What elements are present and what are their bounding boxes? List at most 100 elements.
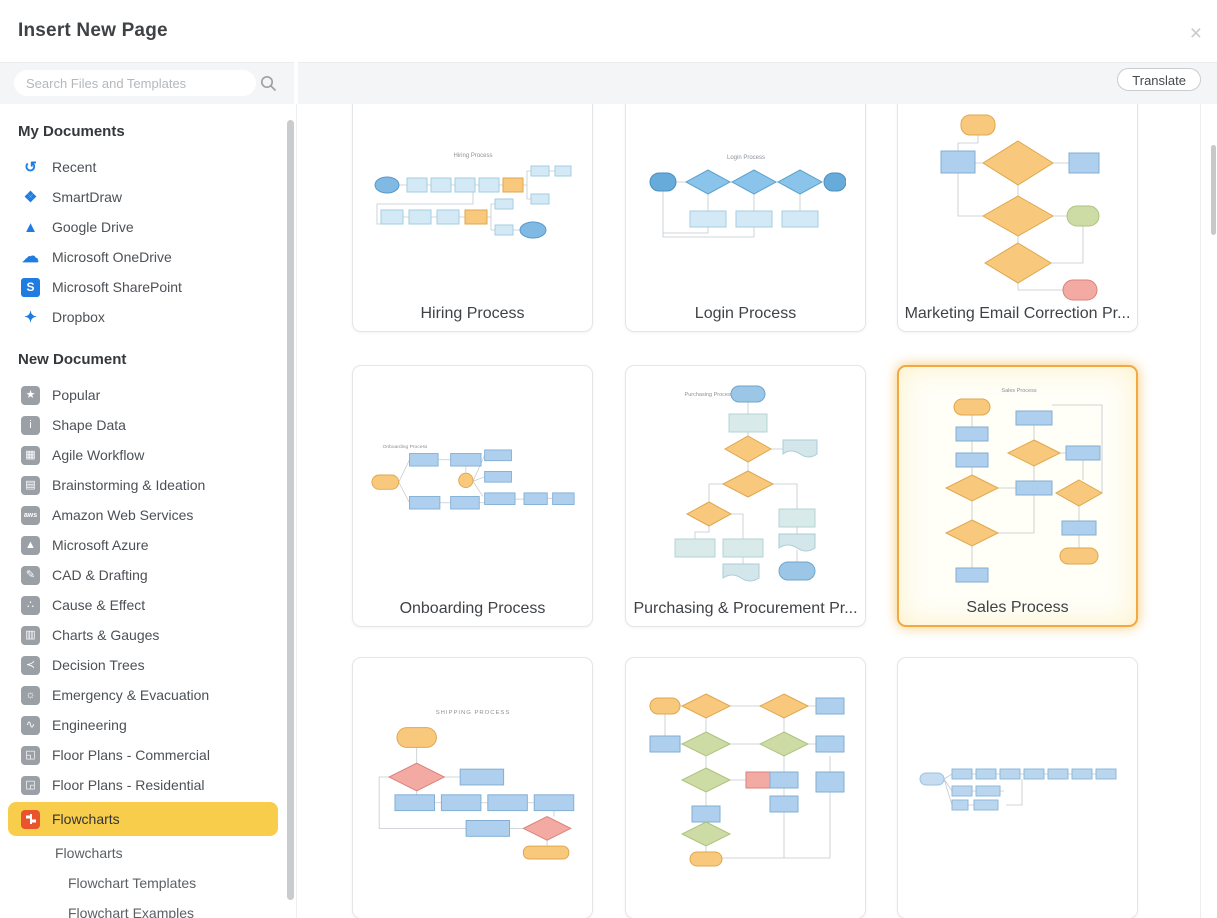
- flowchart-icon: [21, 809, 40, 829]
- sidebar-item-floor-plans-residential[interactable]: ◲ Floor Plans - Residential: [0, 770, 296, 800]
- sidebar-item-label: Floor Plans - Residential: [52, 777, 205, 793]
- dropbox-icon: ✦: [24, 309, 37, 326]
- sidebar-item-shape-data[interactable]: i Shape Data: [0, 410, 296, 440]
- sidebar-item-label: Cause & Effect: [52, 597, 146, 613]
- sidebar-item-sharepoint[interactable]: S Microsoft SharePoint: [0, 272, 296, 302]
- sidebar-item-aws[interactable]: aws Amazon Web Services: [0, 500, 296, 530]
- sidebar-item-label: Microsoft SharePoint: [52, 279, 182, 295]
- template-card-label: Purchasing & Procurement Pr...: [633, 600, 858, 617]
- info-icon: i: [21, 415, 40, 435]
- bar-chart-icon: ▥: [21, 625, 40, 645]
- sidebar-divider: [296, 104, 297, 918]
- template-thumbnail: Hiring Process: [374, 153, 572, 239]
- sidebar-item-label: Emergency & Evacuation: [52, 687, 210, 703]
- template-card-marketing-email-correction[interactable]: Marketing Email Correction Pr...: [897, 104, 1138, 332]
- template-card-process-chain[interactable]: [897, 657, 1138, 918]
- template-grid: Hiring Process Hiring Process: [297, 104, 1200, 918]
- sidebar-item-recent[interactable]: ↺ Recent: [0, 152, 296, 182]
- star-icon: ★: [21, 385, 40, 405]
- sidebar-item-smartdraw[interactable]: ❖ SmartDraw: [0, 182, 296, 212]
- sidebar-item-emergency[interactable]: ☼ Emergency & Evacuation: [0, 680, 296, 710]
- sidebar-item-label: SmartDraw: [52, 189, 123, 205]
- search-icon[interactable]: [260, 75, 277, 92]
- sidebar-item-flowcharts[interactable]: Flowcharts: [8, 802, 278, 836]
- sidebar-item-label: Agile Workflow: [52, 447, 145, 463]
- sidebar-scrollbar[interactable]: [287, 120, 294, 900]
- fishbone-icon: ∴: [21, 595, 40, 615]
- sidebar-item-label: Decision Trees: [52, 657, 145, 673]
- sidebar-item-dropbox[interactable]: ✦ Dropbox: [0, 302, 296, 332]
- svg-text:Purchasing Process: Purchasing Process: [685, 392, 734, 398]
- svg-text:Login Process: Login Process: [727, 155, 765, 161]
- sidebar-item-popular[interactable]: ★ Popular: [0, 380, 296, 410]
- main-scrollbar[interactable]: [1211, 145, 1216, 235]
- sidebar-item-label: CAD & Drafting: [52, 567, 148, 583]
- tree-item-flowcharts[interactable]: Flowcharts: [55, 845, 123, 861]
- sidebar-item-google-drive[interactable]: ▲ Google Drive: [0, 212, 296, 242]
- template-thumbnail: [919, 768, 1117, 811]
- section-header-new-document: New Document: [18, 351, 127, 368]
- sidebar-item-agile-workflow[interactable]: ▦ Agile Workflow: [0, 440, 296, 470]
- google-drive-icon: ▲: [23, 218, 38, 236]
- sidebar-item-label: Microsoft Azure: [52, 537, 149, 553]
- sidebar-item-azure[interactable]: ▲ Microsoft Azure: [0, 530, 296, 560]
- sidebar-item-cause-effect[interactable]: ∴ Cause & Effect: [0, 590, 296, 620]
- template-card-label: Hiring Process: [420, 305, 525, 322]
- svg-text:Hiring Process: Hiring Process: [453, 153, 492, 159]
- sidebar-item-decision-trees[interactable]: ≺ Decision Trees: [0, 650, 296, 680]
- sidebar-item-brainstorming[interactable]: ▤ Brainstorming & Ideation: [0, 470, 296, 500]
- tree-branch-icon: ≺: [21, 655, 40, 675]
- template-thumbnail: Login Process: [649, 155, 846, 238]
- sidebar-item-label: Flowcharts: [52, 811, 120, 827]
- sidebar-item-engineering[interactable]: ∿ Engineering: [0, 710, 296, 740]
- floor-plan-icon: ◲: [21, 775, 40, 795]
- template-card-shipping-process[interactable]: SHIPPING PROCESS: [352, 657, 593, 918]
- sidebar-item-floor-plans-commercial[interactable]: ◱ Floor Plans - Commercial: [0, 740, 296, 770]
- template-card-sales-process[interactable]: Sales Process Sales Process: [897, 365, 1138, 627]
- sidebar-item-label: Recent: [52, 159, 97, 175]
- sidebar-item-label: Microsoft OneDrive: [52, 249, 172, 265]
- section-header-my-documents: My Documents: [18, 123, 125, 140]
- template-thumbnail: Sales Process: [944, 388, 1104, 583]
- sidebar-item-cad-drafting[interactable]: ✎ CAD & Drafting: [0, 560, 296, 590]
- sidebar-item-label: Brainstorming & Ideation: [52, 477, 206, 493]
- waveform-icon: ∿: [21, 715, 40, 735]
- template-thumbnail: Onboarding Process: [371, 444, 575, 510]
- close-icon[interactable]: ×: [1189, 22, 1202, 45]
- aws-icon: aws: [21, 505, 40, 525]
- template-thumbnail: Purchasing Process: [674, 385, 818, 582]
- sidebar-item-label: Amazon Web Services: [52, 507, 194, 523]
- template-card-label: Marketing Email Correction Pr...: [904, 305, 1131, 322]
- sidebar-item-label: Floor Plans - Commercial: [52, 747, 210, 763]
- sidebar-item-onedrive[interactable]: ☁ Microsoft OneDrive: [0, 242, 296, 272]
- siren-icon: ☼: [21, 685, 40, 705]
- svg-text:Onboarding Process: Onboarding Process: [383, 444, 428, 450]
- template-card-flowchart[interactable]: [625, 657, 866, 918]
- sidebar-item-label: Shape Data: [52, 417, 126, 433]
- sidebar-item-label: Engineering: [52, 717, 127, 733]
- tree-item-flowchart-examples[interactable]: Flowchart Examples: [68, 905, 195, 918]
- search-input[interactable]: [14, 70, 256, 96]
- kanban-grid-icon: ▦: [21, 445, 40, 465]
- template-thumbnail: [649, 693, 845, 867]
- template-card-login-process[interactable]: Login Process Login Process: [625, 104, 866, 332]
- template-card-purchasing-procurement[interactable]: Purchasing Process Purchasing & Procurem…: [625, 365, 866, 627]
- onedrive-cloud-icon: ☁: [22, 247, 39, 266]
- sidebar-item-label: Dropbox: [52, 309, 105, 325]
- template-card-onboarding-process[interactable]: Onboarding Process Onboarding Process: [352, 365, 593, 627]
- recent-history-icon: ↺: [24, 159, 37, 176]
- pencil-icon: ✎: [21, 565, 40, 585]
- tree-item-flowchart-templates[interactable]: Flowchart Templates: [68, 875, 197, 891]
- sidebar-item-label: Popular: [52, 387, 101, 403]
- grid-icon: ▤: [21, 475, 40, 495]
- dialog-header: Insert New Page ×: [0, 0, 1217, 62]
- azure-icon: ▲: [21, 535, 40, 555]
- content-divider: [1200, 104, 1201, 918]
- template-card-hiring-process[interactable]: Hiring Process Hiring Process: [352, 104, 593, 332]
- template-card-label: Login Process: [694, 305, 797, 322]
- translate-button[interactable]: Translate: [1117, 68, 1201, 91]
- sidebar: My Documents ↺ Recent ❖ SmartDraw ▲ Goog…: [0, 104, 296, 918]
- svg-text:SHIPPING PROCESS: SHIPPING PROCESS: [436, 710, 511, 716]
- sidebar-item-charts-gauges[interactable]: ▥ Charts & Gauges: [0, 620, 296, 650]
